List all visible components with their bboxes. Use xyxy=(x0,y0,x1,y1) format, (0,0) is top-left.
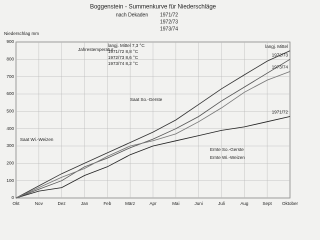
x-tick-label: Feb xyxy=(103,201,111,206)
annotation: Ernte Wi.-Weizen xyxy=(210,155,245,160)
series-line xyxy=(15,50,291,199)
chart-subtitle: nach Dekaden xyxy=(116,12,148,18)
annotation: 1971/72 8,8 °C xyxy=(108,49,139,54)
x-tick-label: Mai xyxy=(172,201,179,206)
y-tick-label: 500 xyxy=(6,109,14,114)
year-label: 1971/72 xyxy=(160,12,178,18)
y-tick-label: 100 xyxy=(6,178,14,183)
annotation: 1973/74 8,2 °C xyxy=(108,61,139,66)
annotation: langj. Mittel 7,3 °C xyxy=(108,43,145,48)
x-tick-label: Oktober xyxy=(282,201,299,206)
y-axis-label: Niederschlag mm xyxy=(4,31,39,36)
annotation: Ernte So.-Gerste xyxy=(210,147,244,152)
y-tick-label: 800 xyxy=(6,57,14,62)
y-tick-label: 0 xyxy=(11,195,14,200)
series-line xyxy=(15,116,291,199)
x-tick-label: Apr xyxy=(149,201,157,206)
x-tick-label: Juli xyxy=(218,201,225,206)
y-tick-label: 900 xyxy=(6,39,14,44)
chart-title: Boggenstein - Summenkurve für Niederschl… xyxy=(90,5,217,11)
x-tick-label: Aug xyxy=(240,201,249,206)
year-label: 1972/73 xyxy=(160,19,178,25)
x-tick-label: Nov xyxy=(35,201,44,206)
annotation: Saat Wi.-Weizen xyxy=(20,137,54,142)
y-tick-label: 700 xyxy=(6,74,14,79)
x-tick-label: Juni xyxy=(195,201,203,206)
legend-entry: 1972/73 xyxy=(272,53,289,58)
series-line xyxy=(15,58,291,199)
x-tick-label: Okt xyxy=(12,201,20,206)
y-tick-label: 200 xyxy=(6,161,14,166)
year-label: 1973/74 xyxy=(160,26,178,32)
legend-entry: langj. Mittel xyxy=(265,44,288,49)
series-line xyxy=(15,71,291,199)
y-tick-label: 300 xyxy=(6,143,14,148)
annotation: Saat So.-Gerste xyxy=(130,97,163,102)
legend-entry: 1971/72 xyxy=(272,110,289,115)
legend-entry: 1973/74 xyxy=(272,65,289,70)
x-tick-label: Sept xyxy=(263,201,273,206)
x-tick-label: Dez xyxy=(58,201,67,206)
annotation: Jahrestemperatur xyxy=(78,47,114,52)
x-tick-label: März xyxy=(125,201,136,206)
y-tick-label: 400 xyxy=(6,126,14,131)
y-tick-label: 600 xyxy=(6,91,14,96)
annotation: 1972/73 8,6 °C xyxy=(108,55,139,60)
x-tick-label: Jan xyxy=(81,201,89,206)
chart: Boggenstein - Summenkurve für Niederschl… xyxy=(4,5,299,207)
